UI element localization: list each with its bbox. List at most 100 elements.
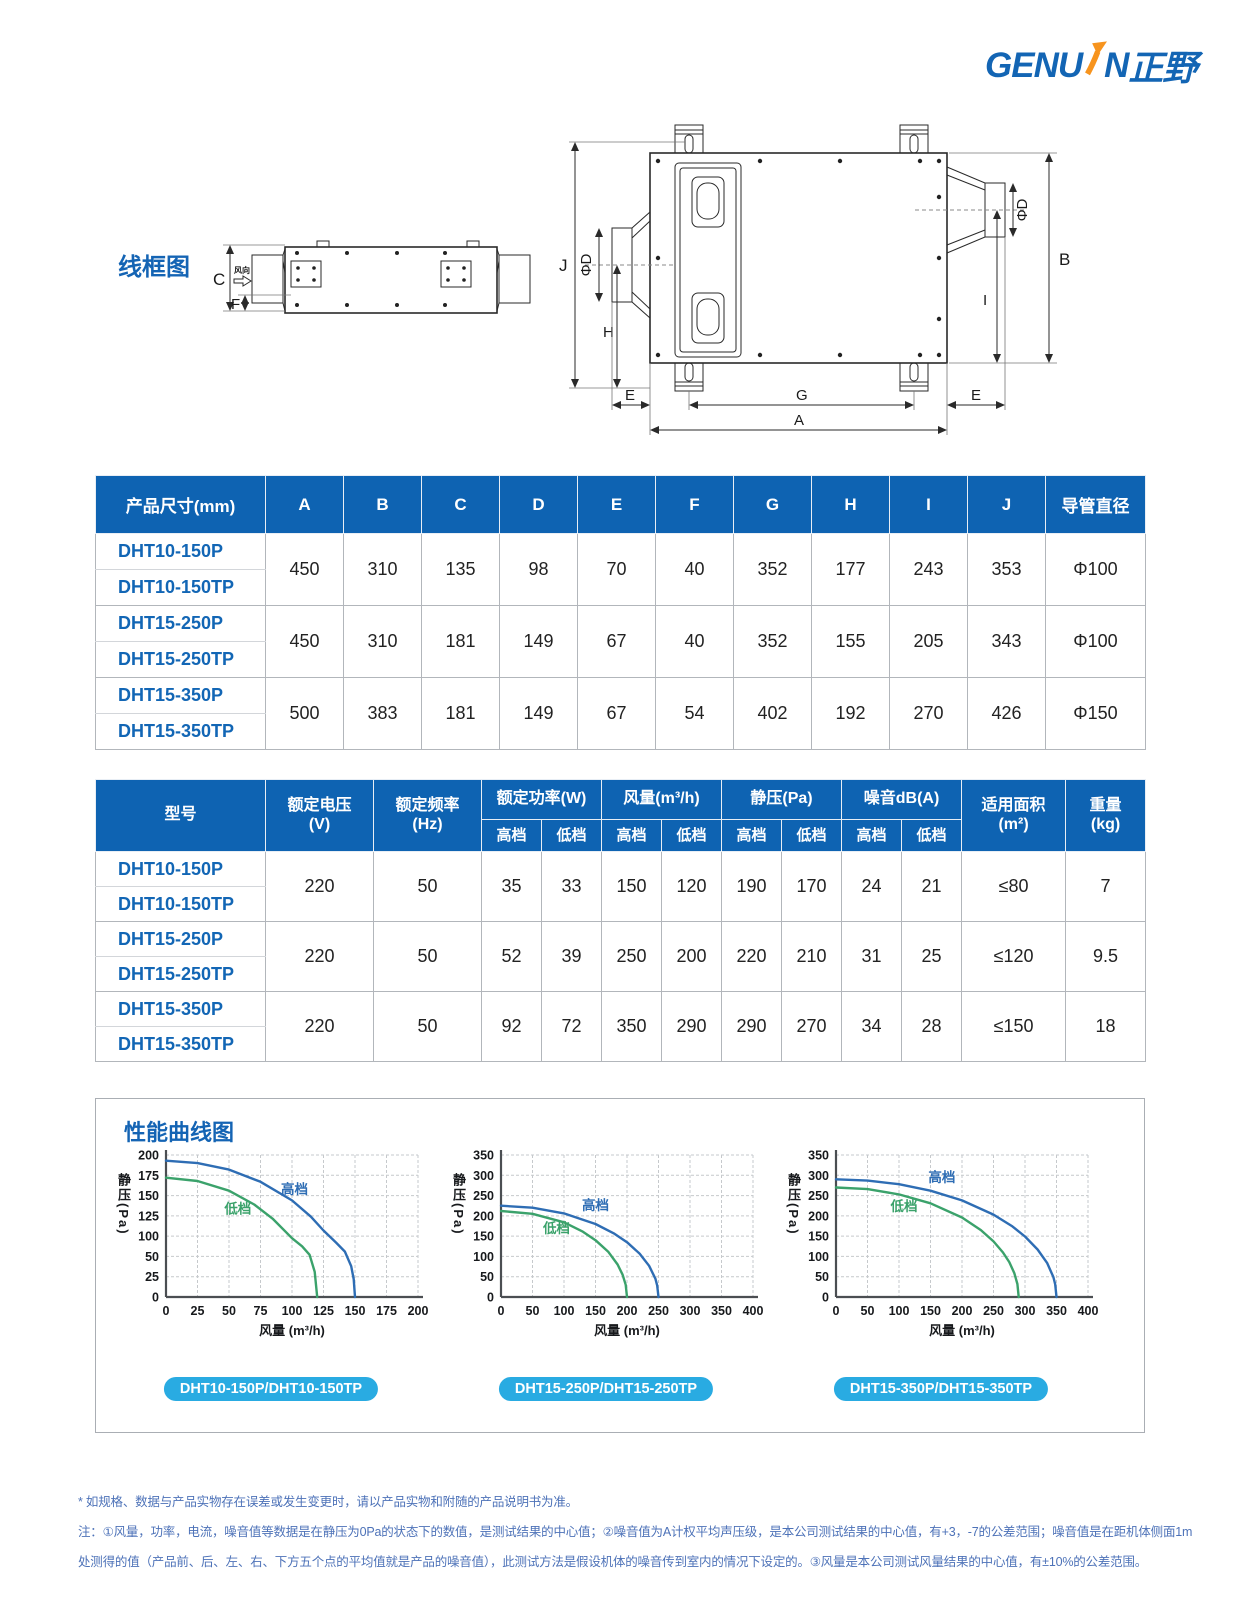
svg-text:0: 0 <box>163 1304 170 1318</box>
svg-text:50: 50 <box>815 1270 829 1284</box>
col-header: A <box>265 475 344 534</box>
spec-value: 200 <box>661 921 723 992</box>
col-header: H <box>811 475 890 534</box>
dim-value: 98 <box>499 533 578 606</box>
svg-text:200: 200 <box>952 1304 973 1318</box>
model-name: DHT10-150P <box>95 533 266 570</box>
svg-text:150: 150 <box>585 1304 606 1318</box>
note-line: * 如规格、数据与产品实物存在误差或发生变更时，请以产品实物和附随的产品说明书为… <box>78 1495 578 1509</box>
dim-value: Φ100 <box>1045 605 1146 678</box>
spec-value: 220 <box>721 921 783 992</box>
svg-text:0: 0 <box>833 1304 840 1318</box>
footnotes: * 如规格、数据与产品实物存在误差或发生变更时，请以产品实物和附随的产品说明书为… <box>78 1487 1218 1577</box>
svg-text:0: 0 <box>822 1291 829 1305</box>
col-header: I <box>889 475 968 534</box>
col-header: D <box>499 475 578 534</box>
model-name: DHT15-250TP <box>95 956 266 992</box>
y-axis-label: 静压(Pa) <box>116 1173 131 1236</box>
spec-value: 190 <box>721 851 783 922</box>
col-header-text: 额定电压 <box>287 797 352 815</box>
svg-text:100: 100 <box>808 1250 829 1264</box>
col-header-voltage: 额定电压 (V) <box>265 779 374 852</box>
model-name: DHT10-150P <box>95 851 266 887</box>
table-row: DHT15-350TP <box>95 1026 1146 1062</box>
spec-value: 50 <box>373 991 482 1062</box>
spec-value: 33 <box>540 851 603 922</box>
dim-value: 155 <box>811 605 890 678</box>
col-header: E <box>577 475 656 534</box>
svg-text:高档: 高档 <box>928 1169 955 1185</box>
model-badge: DHT15-250P/DHT15-250TP <box>498 1377 714 1401</box>
model-name: DHT15-350P <box>95 991 266 1027</box>
svg-text:100: 100 <box>473 1250 494 1264</box>
svg-text:250: 250 <box>983 1304 1004 1318</box>
model-badge: DHT10-150P/DHT10-150TP <box>163 1377 379 1401</box>
svg-text:300: 300 <box>808 1169 829 1183</box>
dim-label-phid-left: ΦD <box>578 253 595 276</box>
dim-label-phid-right: ΦD <box>1014 198 1031 221</box>
col-header-frequency: 额定频率 (Hz) <box>373 779 482 852</box>
y-axis-label: 静压(Pa) <box>786 1173 801 1236</box>
svg-text:50: 50 <box>480 1270 494 1284</box>
table-row: DHT15-350TP <box>95 713 1146 750</box>
col-header-text: 重量 <box>1089 797 1122 815</box>
col-header: G <box>733 475 812 534</box>
col-header-text: 额定频率 <box>395 797 460 815</box>
dim-label-c: C <box>213 270 225 289</box>
note-line: 注：①风量，功率，电流，噪音值等数据是在静压为0Pa的状态下的数值，是测试结果的… <box>78 1525 1193 1539</box>
svg-text:150: 150 <box>345 1304 366 1318</box>
model-name: DHT10-150TP <box>95 886 266 922</box>
svg-text:100: 100 <box>282 1304 303 1318</box>
dim-label-i: I <box>983 292 987 309</box>
logo-text-n: N <box>1104 45 1129 85</box>
svg-text:250: 250 <box>808 1189 829 1203</box>
dim-value: 67 <box>577 677 656 750</box>
spec-value: 39 <box>540 921 603 992</box>
dim-value: 181 <box>421 677 500 750</box>
logo-text-genu: GENU <box>985 45 1083 85</box>
svg-text:175: 175 <box>138 1169 159 1183</box>
subcol-low: 低档 <box>661 819 723 852</box>
dim-value: 40 <box>655 533 734 606</box>
svg-text:400: 400 <box>1078 1304 1099 1318</box>
wireframe-title: 线框图 <box>118 254 190 281</box>
spec-value: 120 <box>661 851 723 922</box>
svg-text:350: 350 <box>1046 1304 1067 1318</box>
spec-value: 28 <box>901 991 963 1062</box>
spec-value: 150 <box>601 851 663 922</box>
svg-text:300: 300 <box>1015 1304 1036 1318</box>
svg-text:350: 350 <box>711 1304 732 1318</box>
dim-label-b: B <box>1059 250 1070 269</box>
spec-value: 220 <box>265 851 374 922</box>
side-view-drawing: C F 风向 <box>213 240 531 314</box>
col-header-text: (m²) <box>998 815 1029 833</box>
dim-label-j: J <box>559 256 568 275</box>
specification-table: 型号 额定电压 (V) 额定频率 (Hz) 额定功率(W) 风量(m³/h) 静… <box>95 779 1147 1062</box>
svg-text:150: 150 <box>920 1304 941 1318</box>
dim-value: 500 <box>265 677 344 750</box>
dim-value: 450 <box>265 605 344 678</box>
dim-label-e-right: E <box>971 387 981 404</box>
spec-value: 9.5 <box>1065 921 1147 992</box>
svg-text:高档: 高档 <box>281 1181 308 1197</box>
spec-value: 72 <box>540 991 603 1062</box>
svg-text:100: 100 <box>554 1304 575 1318</box>
chart-canvas: 0 50 100 150 200 250 300 350 400 350 300 250 200 150 1… <box>808 1149 1099 1339</box>
performance-chart-1: 静压(Pa) 0 25 50 75 100 125 150 175 200 200 175 150 12… <box>106 1145 436 1417</box>
dim-value: 383 <box>343 677 422 750</box>
svg-text:50: 50 <box>145 1250 159 1264</box>
svg-text:150: 150 <box>808 1230 829 1244</box>
subcol-low: 低档 <box>540 819 603 852</box>
dim-value: 135 <box>421 533 500 606</box>
svg-text:低档: 低档 <box>542 1220 570 1236</box>
dim-label-e-left: E <box>625 387 635 404</box>
svg-text:50: 50 <box>222 1304 236 1318</box>
dim-value: Φ100 <box>1045 533 1146 606</box>
model-name: DHT15-250P <box>95 605 266 642</box>
svg-text:250: 250 <box>473 1189 494 1203</box>
col-header: 产品尺寸(mm) <box>95 475 266 534</box>
spec-value: ≤80 <box>961 851 1067 922</box>
spec-value: 350 <box>601 991 663 1062</box>
performance-chart-2: 静压(Pa) 0 50 100 150 200 250 300 350 400 350 300 250… <box>441 1145 771 1417</box>
